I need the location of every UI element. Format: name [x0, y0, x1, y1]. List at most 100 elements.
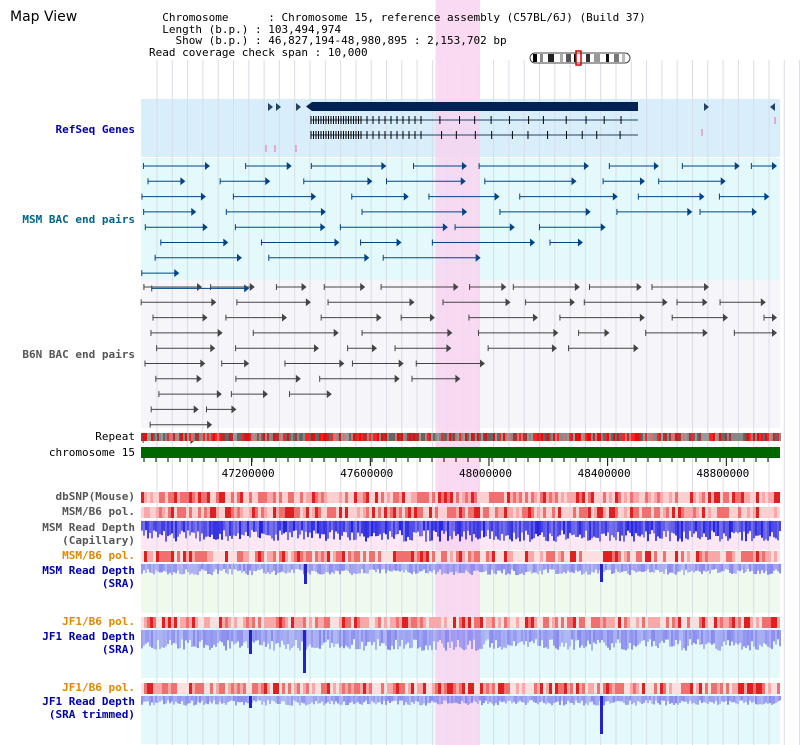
heat-cell — [525, 683, 528, 694]
heat-cell — [534, 683, 537, 694]
track-label-jf1-depth-sra-1[interactable]: JF1 Read Depth — [42, 630, 135, 643]
heat-cell — [501, 551, 504, 562]
heat-cell — [168, 551, 171, 562]
ideogram-position-marker — [575, 50, 582, 66]
repeat-cell — [529, 433, 531, 441]
depth-bar — [207, 564, 209, 575]
repeat-cell — [509, 433, 511, 441]
track-label-jf1-depth-trim-1[interactable]: JF1 Read Depth — [42, 695, 135, 708]
heat-cell — [729, 492, 732, 503]
depth-bar — [313, 564, 315, 571]
heat-cell — [516, 683, 519, 694]
track-label-chromosome[interactable]: chromosome 15 — [48, 446, 135, 459]
repeat-cell — [423, 433, 425, 441]
heat-cell — [207, 683, 210, 694]
depth-bar — [221, 564, 223, 571]
depth-bar — [197, 630, 199, 649]
depth-bar — [197, 696, 199, 702]
repeat-cell — [349, 433, 351, 441]
repeat-cell — [515, 433, 517, 441]
depth-bar — [219, 630, 221, 642]
depth-bar — [629, 564, 631, 576]
heat-cell — [723, 617, 726, 628]
heat-cell — [141, 551, 144, 562]
depth-bar — [455, 521, 457, 536]
depth-bar — [521, 696, 523, 703]
depth-bar — [439, 630, 441, 641]
heat-cell — [555, 683, 558, 694]
repeat-cell — [195, 433, 197, 441]
heat-cell — [564, 507, 567, 518]
heat-cell — [717, 683, 720, 694]
depth-bar — [241, 696, 243, 702]
heat-cell — [711, 551, 714, 562]
heat-cell — [306, 507, 309, 518]
depth-bar — [491, 564, 493, 570]
track-label-refseq[interactable]: RefSeq Genes — [55, 123, 135, 136]
heat-cell — [141, 507, 144, 518]
repeat-cell — [657, 433, 659, 441]
depth-bar — [183, 696, 185, 706]
depth-bar — [309, 696, 311, 705]
depth-bar — [743, 564, 745, 574]
depth-bar — [311, 630, 313, 648]
heat-cell — [381, 551, 384, 562]
heat-cell — [621, 492, 624, 503]
track-label-msm-bac[interactable]: MSM BAC end pairs — [22, 213, 135, 226]
track-label-msm-depth-sra-1[interactable]: MSM Read Depth — [42, 564, 135, 577]
repeat-cell — [581, 433, 583, 441]
repeat-cell — [227, 433, 229, 441]
depth-bar — [207, 696, 209, 705]
bac-end-arrow — [236, 253, 242, 262]
heat-cell — [696, 683, 699, 694]
heat-cell — [672, 492, 675, 503]
repeat-cell — [369, 433, 371, 441]
track-label-b6n-bac[interactable]: B6N BAC end pairs — [22, 348, 135, 361]
depth-bar — [561, 696, 563, 701]
heat-cell — [411, 551, 414, 562]
heat-cell — [222, 617, 225, 628]
depth-bar — [267, 696, 269, 701]
track-label-msm-b6-pol-1[interactable]: MSM/B6 pol. — [62, 505, 135, 518]
track-label-repeat[interactable]: Repeat — [95, 430, 135, 443]
depth-bar — [157, 564, 159, 572]
depth-bar — [213, 564, 215, 572]
depth-bar — [627, 564, 629, 574]
depth-bar — [237, 696, 239, 702]
repeat-cell — [743, 433, 745, 441]
track-label-msm-depth-capillary-1[interactable]: MSM Read Depth — [42, 521, 135, 534]
heat-cell — [588, 492, 591, 503]
repeat-cell — [553, 433, 555, 441]
depth-bar — [467, 630, 469, 645]
track-label-msm-b6-pol-2[interactable]: MSM/B6 pol. — [62, 549, 135, 562]
depth-bar — [549, 696, 551, 704]
heat-cell — [312, 507, 315, 518]
heat-cell — [228, 551, 231, 562]
heat-cell — [675, 492, 678, 503]
heat-cell — [597, 683, 600, 694]
depth-bar — [429, 564, 431, 572]
track-label-jf1-b6-pol-1[interactable]: JF1/B6 pol. — [62, 615, 135, 628]
heat-cell — [384, 492, 387, 503]
depth-bar — [703, 564, 705, 571]
heat-cell — [420, 551, 423, 562]
depth-bar — [593, 521, 595, 537]
heat-cell — [273, 492, 276, 503]
depth-bar — [777, 521, 779, 541]
depth-bar — [691, 521, 693, 537]
depth-bar — [235, 630, 237, 644]
repeat-cell — [547, 433, 549, 441]
depth-bar — [447, 696, 449, 704]
heat-cell — [426, 551, 429, 562]
track-label-dbsnp[interactable]: dbSNP(Mouse) — [55, 490, 135, 503]
depth-bar — [411, 696, 413, 703]
track-label-jf1-b6-pol-2[interactable]: JF1/B6 pol. — [62, 681, 135, 694]
heat-cell — [366, 683, 369, 694]
heat-cell — [627, 492, 630, 503]
heat-cell — [402, 492, 405, 503]
repeat-cell — [355, 433, 357, 441]
depth-bar — [229, 630, 231, 649]
heat-cell — [546, 492, 549, 503]
depth-bar — [393, 564, 395, 571]
